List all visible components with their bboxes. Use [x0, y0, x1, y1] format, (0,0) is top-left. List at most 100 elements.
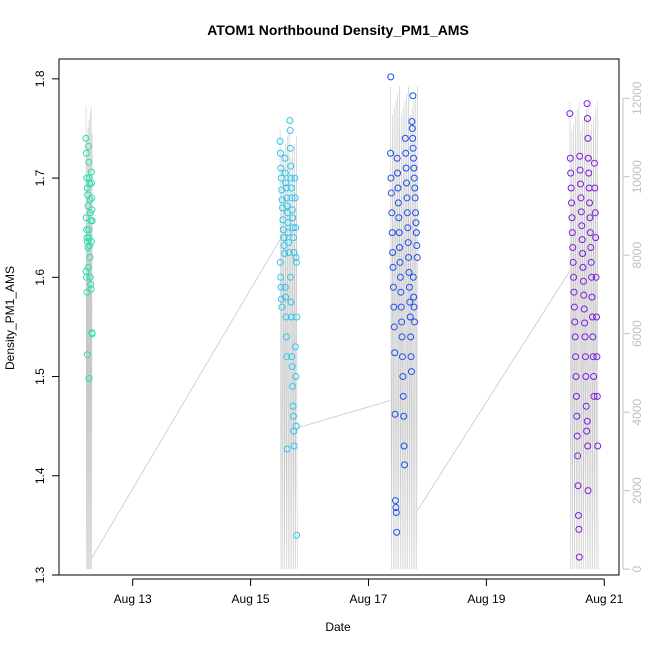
data-point — [288, 363, 296, 371]
data-point — [407, 353, 415, 361]
data-point — [583, 427, 591, 435]
data-point — [580, 291, 588, 299]
data-point — [585, 169, 593, 177]
data-point — [289, 382, 297, 390]
data-point — [401, 461, 408, 469]
data-point — [288, 206, 296, 214]
data-point — [82, 134, 90, 142]
secondary-trace-segment — [85, 106, 93, 570]
y2-tick-label: 2000 — [630, 477, 644, 504]
data-point — [290, 234, 298, 242]
data-point — [86, 253, 94, 261]
data-point — [291, 343, 299, 351]
data-point — [570, 303, 578, 311]
data-point — [276, 137, 284, 145]
data-point — [85, 158, 93, 166]
data-point — [283, 445, 291, 453]
data-point — [87, 168, 95, 176]
points-layer — [82, 73, 602, 561]
y2-axis: 0 2000 4000 6000 8000 10000 12000 — [622, 81, 644, 572]
data-point — [286, 117, 294, 125]
data-point — [584, 134, 592, 142]
data-point — [85, 226, 93, 234]
data-point — [84, 263, 92, 271]
data-point — [575, 553, 583, 561]
secondary-trace-segment — [390, 86, 418, 570]
data-point — [276, 149, 284, 157]
data-point — [568, 199, 576, 207]
y2-tick-label: 8000 — [630, 242, 644, 269]
data-point — [285, 239, 293, 247]
data-point — [284, 229, 292, 237]
data-point — [407, 368, 415, 376]
data-point — [584, 154, 592, 162]
data-point — [88, 194, 96, 202]
data-point — [567, 184, 575, 192]
data-point — [286, 273, 294, 281]
data-point — [405, 253, 413, 261]
data-point — [389, 249, 397, 256]
data-point — [413, 242, 421, 250]
data-point — [411, 318, 419, 326]
data-point — [292, 258, 300, 266]
data-point — [592, 234, 600, 242]
data-point — [88, 206, 96, 214]
data-point — [387, 149, 395, 157]
data-point — [288, 184, 296, 192]
data-point — [583, 115, 591, 123]
data-point — [282, 184, 290, 192]
data-point — [577, 208, 585, 216]
data-point — [567, 169, 575, 177]
data-point — [402, 149, 410, 157]
data-point — [86, 196, 94, 204]
data-point — [408, 124, 416, 132]
data-point — [412, 209, 420, 217]
x-tick-label: Aug 17 — [349, 592, 387, 606]
data-point — [395, 214, 403, 222]
data-point — [87, 280, 95, 288]
data-point — [568, 229, 576, 237]
data-point — [289, 412, 297, 420]
data-point — [83, 226, 91, 234]
data-point — [289, 224, 297, 232]
data-point — [395, 229, 403, 237]
data-point — [581, 333, 589, 341]
data-point — [399, 392, 407, 400]
data-point — [292, 422, 300, 430]
data-point — [572, 392, 580, 400]
data-point — [83, 273, 91, 281]
data-point — [289, 214, 297, 222]
data-point — [570, 288, 578, 296]
data-point — [277, 174, 285, 182]
data-point — [390, 323, 398, 331]
data-point — [410, 154, 417, 162]
data-point — [88, 179, 96, 187]
data-point — [387, 73, 395, 81]
data-point — [583, 100, 591, 108]
data-point — [391, 349, 399, 357]
data-point — [289, 402, 297, 410]
y2-tick-label: 12000 — [630, 81, 644, 115]
data-point — [396, 244, 404, 252]
data-point — [409, 134, 417, 142]
data-point — [278, 196, 286, 204]
x-tick-label: Aug 15 — [232, 592, 270, 606]
y-axis: 1.3 1.4 1.5 1.6 1.7 1.8 — [33, 70, 60, 583]
data-point — [579, 277, 587, 285]
data-point — [84, 142, 92, 150]
data-point — [590, 159, 598, 167]
data-point — [281, 169, 289, 177]
data-point — [585, 184, 593, 192]
data-point — [287, 174, 295, 182]
data-point — [83, 234, 91, 242]
data-point — [83, 174, 91, 182]
y-tick-label: 1.7 — [33, 169, 47, 186]
x-tick-label: Aug 21 — [585, 592, 623, 606]
data-point — [405, 268, 413, 276]
data-point — [287, 298, 295, 306]
data-point — [277, 295, 285, 303]
y-axis-label: Density_PM1_AMS — [3, 266, 17, 370]
y2-tick-label: 0 — [630, 565, 644, 572]
data-point — [397, 303, 405, 311]
